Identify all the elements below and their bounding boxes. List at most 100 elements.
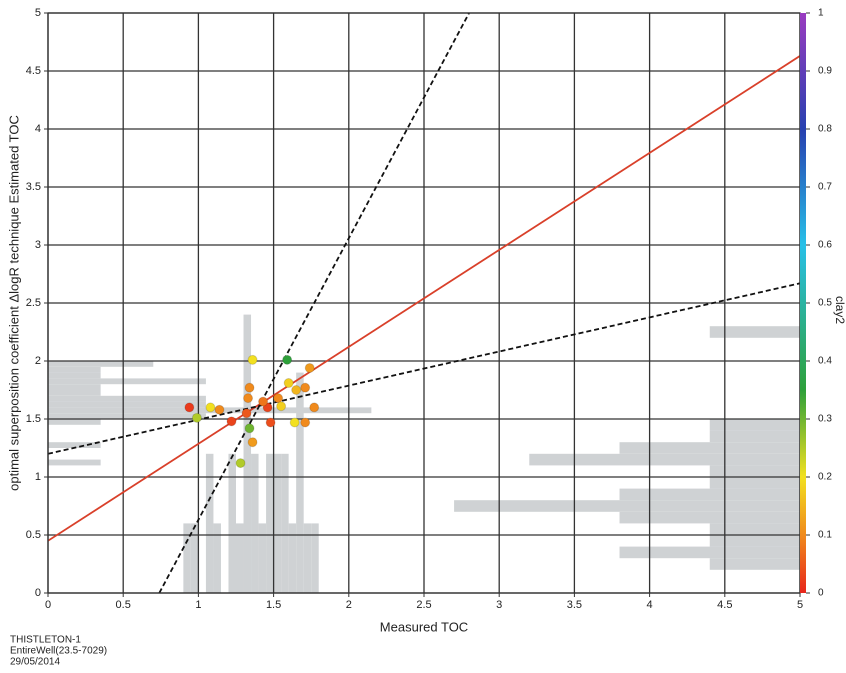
color-histogram-bar [709, 430, 800, 443]
colorbar-tick-label: 1 [818, 8, 824, 19]
x-axis-title: Measured TOC [380, 619, 468, 634]
x-histogram-bar [236, 523, 244, 593]
colorbar-tick-label: 0.4 [818, 356, 832, 367]
colorbar-tick-label: 0.8 [818, 124, 832, 135]
x-tick-label: 3 [496, 599, 502, 611]
scatter-point [289, 417, 300, 428]
x-histogram-bar [228, 453, 236, 593]
scatter-point [300, 382, 311, 393]
scatter-point [226, 416, 237, 427]
color-histogram-bar [619, 442, 800, 454]
scatter-point [244, 423, 255, 434]
colorbar-tick-label: 0.5 [818, 298, 832, 309]
scatter-point [235, 458, 246, 469]
scatter-point [191, 412, 202, 423]
scatter-point [304, 362, 315, 373]
x-histogram-bar [273, 453, 282, 593]
x-histogram-bar [183, 523, 191, 593]
colorbar-title: clay2 [833, 296, 846, 324]
scatter-point [258, 396, 269, 407]
colorbar-tick-label: 0.9 [818, 66, 832, 77]
x-tick-label: 2.5 [416, 599, 431, 611]
color-histogram-bar [619, 488, 800, 501]
color-histogram-bar [454, 500, 800, 512]
scatter-point [309, 402, 320, 413]
colorbar-tick-label: 0.1 [818, 530, 832, 541]
scatter-point [265, 417, 276, 428]
x-tick-label: 1 [195, 599, 201, 611]
y-axis-title: optimal superposition coefficient ΔlogR … [6, 115, 21, 491]
y-histogram-bar [48, 366, 101, 373]
y-histogram-bar [48, 361, 154, 367]
y-tick-label: 3 [35, 239, 41, 251]
color-histogram-bar [709, 326, 800, 338]
color-histogram-bar [709, 558, 800, 570]
x-histogram-bar [258, 523, 267, 593]
scatter-point [300, 417, 311, 428]
scatter-point [273, 393, 284, 404]
y-histogram-bar [48, 413, 206, 419]
x-histogram-bar [311, 523, 319, 593]
x-tick-label: 0.5 [116, 599, 131, 611]
footer-text: 29/05/2014 [10, 657, 60, 668]
color-histogram-bar [529, 453, 800, 466]
scatter-point [184, 402, 195, 413]
y-histogram-bar [48, 390, 101, 396]
x-histogram-bar [281, 453, 289, 593]
scatter-point [244, 382, 255, 393]
y-tick-label: 3.5 [26, 181, 41, 193]
footer-text: EntireWell(23.5-7029) [10, 646, 107, 657]
x-histogram-bar [213, 523, 221, 593]
colorbar-tick-label: 0 [818, 588, 824, 599]
footer-text: THISTLETON-1 [10, 635, 81, 646]
colorbar-tick-label: 0.2 [818, 472, 832, 483]
y-histogram-bar [48, 401, 206, 408]
y-histogram-bar [48, 419, 101, 425]
color-histogram-bar [709, 419, 800, 431]
y-tick-label: 0 [35, 587, 41, 599]
colorbar [800, 13, 806, 593]
x-tick-label: 3.5 [567, 599, 582, 611]
x-histogram-bar [251, 453, 259, 593]
color-histogram-bar [619, 511, 800, 524]
x-tick-label: 4 [647, 599, 653, 611]
colorbar-tick-label: 0.6 [818, 240, 832, 251]
x-tick-label: 5 [797, 599, 803, 611]
scatter-point [241, 408, 252, 419]
color-histogram-bar [709, 523, 800, 535]
y-histogram-bar [48, 442, 101, 448]
y-tick-label: 4 [35, 123, 41, 135]
color-histogram-bar [619, 546, 800, 559]
scatter-point [205, 402, 216, 413]
x-tick-label: 0 [45, 599, 51, 611]
scatter-point [276, 401, 287, 412]
scatter-point [291, 385, 302, 395]
colorbar-tick-label: 0.3 [818, 414, 832, 425]
x-histogram-bar [288, 523, 297, 593]
scatter-point [247, 354, 258, 365]
x-histogram-bar [243, 314, 252, 593]
y-tick-label: 1.5 [26, 413, 41, 425]
y-tick-label: 5 [35, 7, 41, 19]
x-histogram-bar [303, 523, 312, 593]
x-histogram-bar [205, 453, 214, 593]
fit-line [48, 282, 800, 455]
x-histogram-bar [190, 523, 199, 593]
colorbar-tick-label: 0.7 [818, 182, 832, 193]
color-histogram-bar [709, 477, 800, 489]
x-tick-label: 4.5 [717, 599, 732, 611]
y-tick-label: 4.5 [26, 65, 41, 77]
scatter-point [214, 404, 225, 415]
scatter-point [243, 393, 254, 404]
fit-line [48, 55, 800, 542]
x-tick-label: 2 [346, 599, 352, 611]
color-histogram-bar [709, 535, 800, 547]
y-tick-label: 1 [35, 471, 41, 483]
y-histogram-bar [48, 372, 101, 379]
fit-line [158, 13, 470, 593]
x-histogram-bar [296, 372, 304, 593]
y-tick-label: 2 [35, 355, 41, 367]
y-histogram-bar [48, 395, 206, 402]
